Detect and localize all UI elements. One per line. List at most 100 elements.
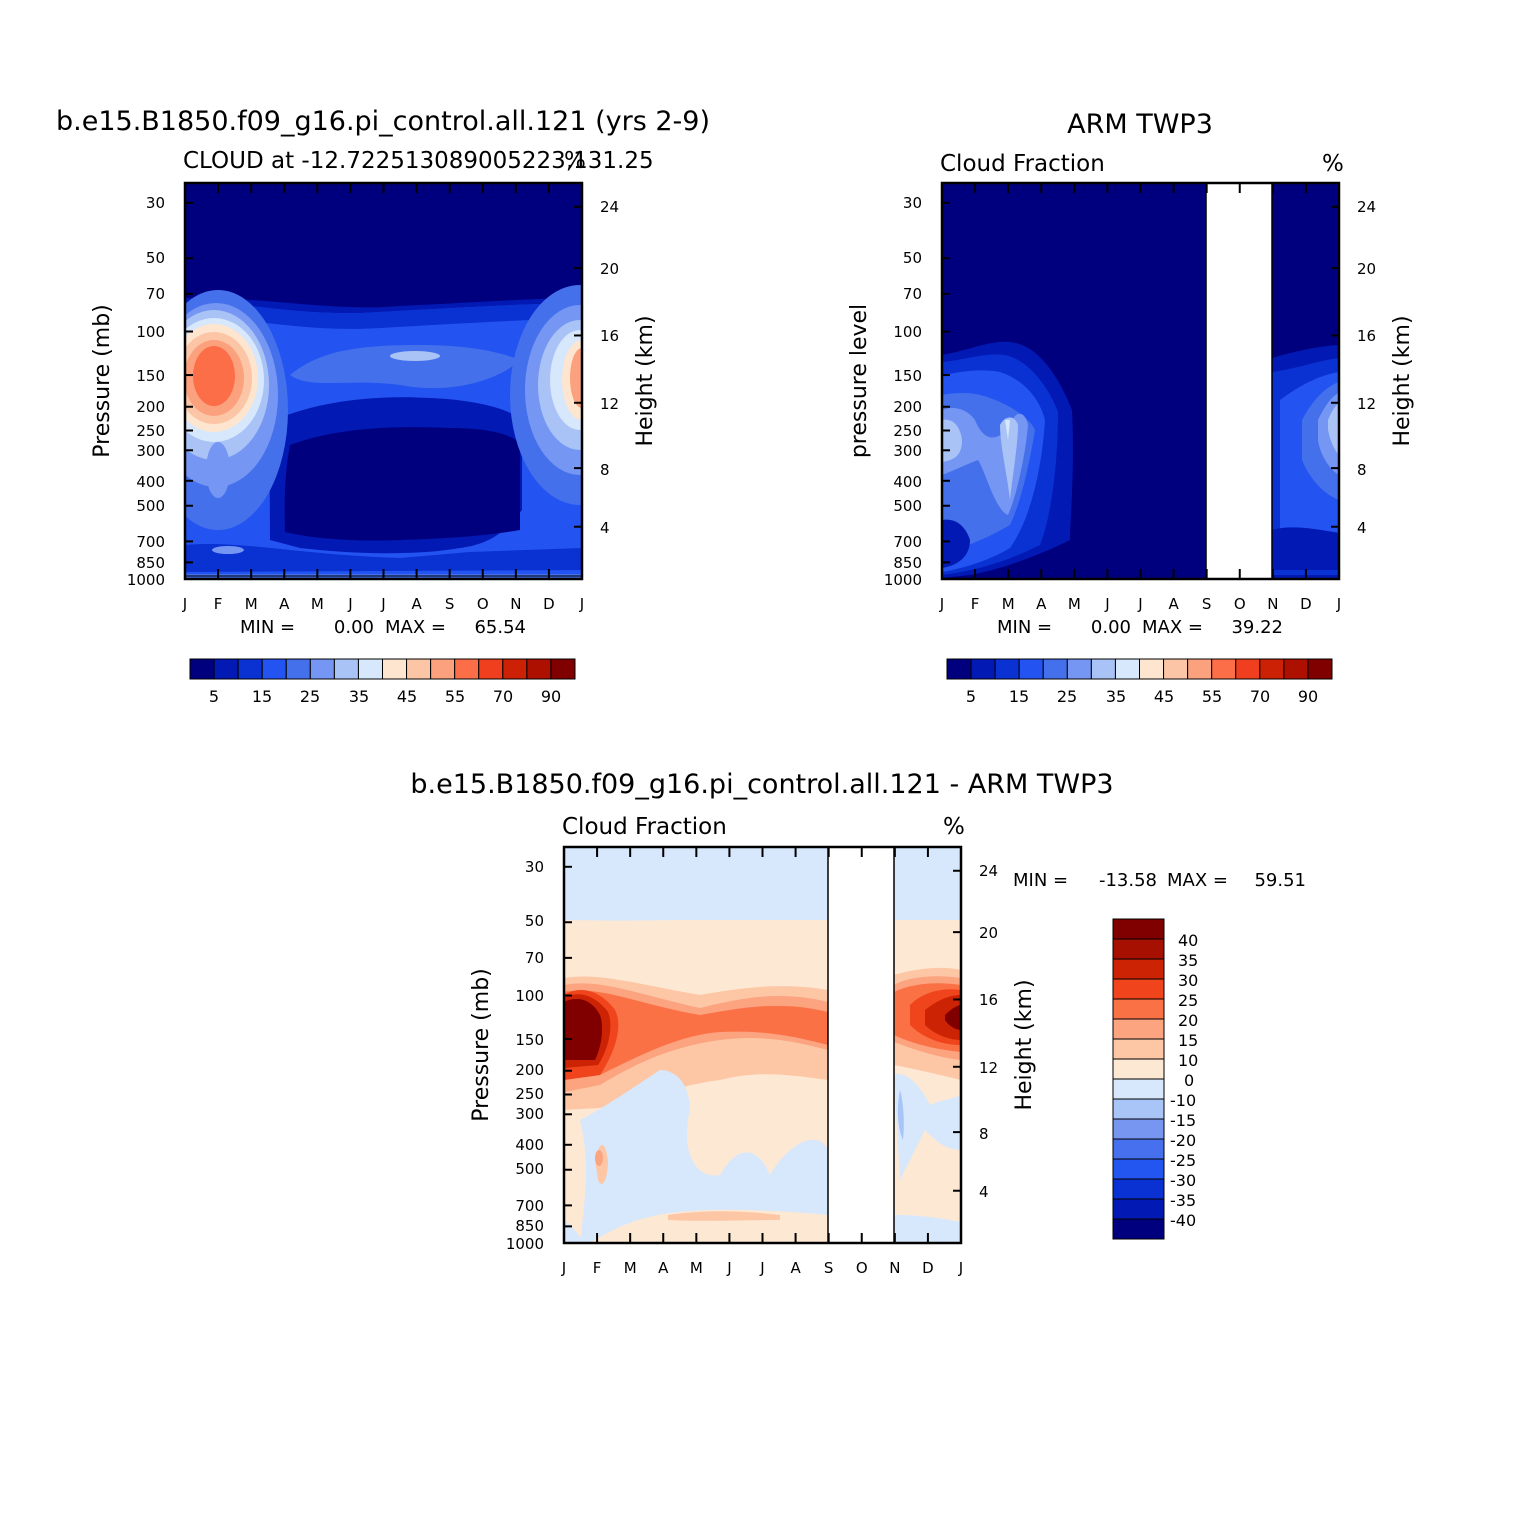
ytick-right-8: 8 (1357, 461, 1367, 479)
colorbar-swatch (261, 658, 287, 680)
colorbar-swatch (1163, 658, 1189, 680)
ytick-250: 250 (515, 1085, 544, 1103)
colorbar-swatch (1112, 1018, 1165, 1040)
cb-label-40: 40 (1178, 931, 1198, 950)
colorbar-swatch (1112, 1078, 1165, 1100)
colorbar-swatch (550, 658, 576, 680)
ytick-850: 850 (893, 554, 922, 572)
panel-model-subtitle: CLOUD at -12.722513089005223,131.25 (183, 148, 654, 174)
ytick-500: 500 (136, 497, 165, 515)
ytick-300: 300 (515, 1105, 544, 1123)
panel-diff-ylabel: Pressure (mb) (469, 968, 494, 1122)
panel-obs-colorbar (946, 658, 1333, 680)
ytick-400: 400 (515, 1136, 544, 1154)
ytick-1000: 1000 (127, 571, 165, 589)
panel-diff-title: b.e15.B1850.f09_g16.pi_control.all.121 -… (410, 769, 1113, 800)
cb-label-70: 70 (1250, 687, 1270, 706)
colorbar-swatch (382, 658, 408, 680)
ytick-right-4: 4 (1357, 519, 1367, 537)
ytick-250: 250 (136, 422, 165, 440)
panel-model-ylabel: Pressure (mb) (90, 304, 115, 458)
panel-obs-ylabel: pressure level (847, 304, 872, 458)
colorbar-swatch (1112, 1138, 1165, 1160)
xtick-6: J (759, 1259, 764, 1277)
ytick-right-20: 20 (979, 924, 998, 942)
stat-min-label: MIN = (1013, 870, 1068, 891)
ytick-right-12: 12 (979, 1059, 998, 1077)
cb-label-35: 35 (1178, 951, 1198, 970)
panel-obs-yticks-right: 24 20 16 12 8 4 (1357, 198, 1376, 537)
colorbar-swatch (1235, 658, 1261, 680)
xtick-6: J (1137, 595, 1142, 613)
xtick-7: A (411, 595, 422, 613)
ytick-700: 700 (136, 533, 165, 551)
cb-label-35: 35 (1106, 687, 1126, 706)
colorbar-swatch (1112, 1058, 1165, 1080)
cb-label-m10: -10 (1170, 1091, 1196, 1110)
ytick-50: 50 (525, 912, 544, 930)
colorbar-swatch (1283, 658, 1309, 680)
xtick-0: J (939, 595, 944, 613)
cb-label-25: 25 (1178, 991, 1198, 1010)
colorbar-swatch (1112, 1218, 1165, 1240)
colorbar-swatch (237, 658, 263, 680)
colorbar-swatch (1112, 1038, 1165, 1060)
cb-label-30: 30 (1178, 971, 1198, 990)
cb-label-55: 55 (445, 687, 465, 706)
xtick-9: O (477, 595, 489, 613)
panel-model-colorbar-labels: 5 15 25 35 45 55 70 90 (209, 687, 561, 706)
cb-label-m40: -40 (1170, 1211, 1196, 1230)
xtick-5: J (1104, 595, 1109, 613)
xtick-11: D (1300, 595, 1312, 613)
colorbar-swatch (1307, 658, 1333, 680)
colorbar-swatch (309, 658, 335, 680)
ytick-250: 250 (893, 422, 922, 440)
ytick-100: 100 (893, 323, 922, 341)
ytick-400: 400 (893, 473, 922, 491)
panel-obs-tickmarks (941, 183, 1340, 580)
panel-model-tickmarks (184, 183, 583, 580)
xtick-2: M (624, 1259, 637, 1277)
cb-label-15: 15 (1178, 1031, 1198, 1050)
ytick-200: 200 (136, 398, 165, 416)
panel-diff-yticks-right: 24 20 16 12 8 4 (979, 862, 998, 1201)
colorbar-swatch (1112, 1178, 1165, 1200)
panel-diff: b.e15.B1850.f09_g16.pi_control.all.121 -… (410, 769, 1306, 1277)
ytick-30: 30 (146, 194, 165, 212)
colorbar-swatch (1112, 958, 1165, 980)
colorbar-swatch (1042, 658, 1068, 680)
panel-diff-units: % (943, 814, 965, 840)
ytick-300: 300 (893, 442, 922, 460)
ytick-850: 850 (136, 554, 165, 572)
xtick-0: J (561, 1259, 566, 1277)
ytick-150: 150 (893, 367, 922, 385)
xtick-11: D (543, 595, 555, 613)
xtick-1: F (971, 595, 980, 613)
cb-label-15: 15 (1009, 687, 1029, 706)
panel-model-ylabel-right: Height (km) (633, 315, 658, 446)
colorbar-swatch (333, 658, 359, 680)
colorbar-swatch (189, 658, 215, 680)
stat-min-value: 0.00 (334, 617, 374, 638)
colorbar-swatch (1112, 1198, 1165, 1220)
panel-model-stats: MIN = 0.00 MAX = 65.54 (240, 617, 526, 638)
colorbar-swatch (478, 658, 504, 680)
panel-model-yticks: 30 50 70 100 150 200 250 300 400 500 700… (127, 194, 165, 589)
ytick-right-4: 4 (979, 1183, 989, 1201)
panel-obs-stats: MIN = 0.00 MAX = 39.22 (997, 617, 1283, 638)
colorbar-swatch (1112, 918, 1165, 940)
cb-label-5: 5 (209, 687, 219, 706)
colorbar-swatch (357, 658, 383, 680)
cb-label-90: 90 (541, 687, 561, 706)
ytick-200: 200 (893, 398, 922, 416)
ytick-right-8: 8 (600, 461, 610, 479)
ytick-100: 100 (515, 987, 544, 1005)
cb-label-35: 35 (349, 687, 369, 706)
ytick-200: 200 (515, 1061, 544, 1079)
stat-min-value: 0.00 (1091, 617, 1131, 638)
ytick-70: 70 (525, 949, 544, 967)
cb-label-45: 45 (1154, 687, 1174, 706)
colorbar-swatch (946, 658, 972, 680)
ytick-1000: 1000 (884, 571, 922, 589)
